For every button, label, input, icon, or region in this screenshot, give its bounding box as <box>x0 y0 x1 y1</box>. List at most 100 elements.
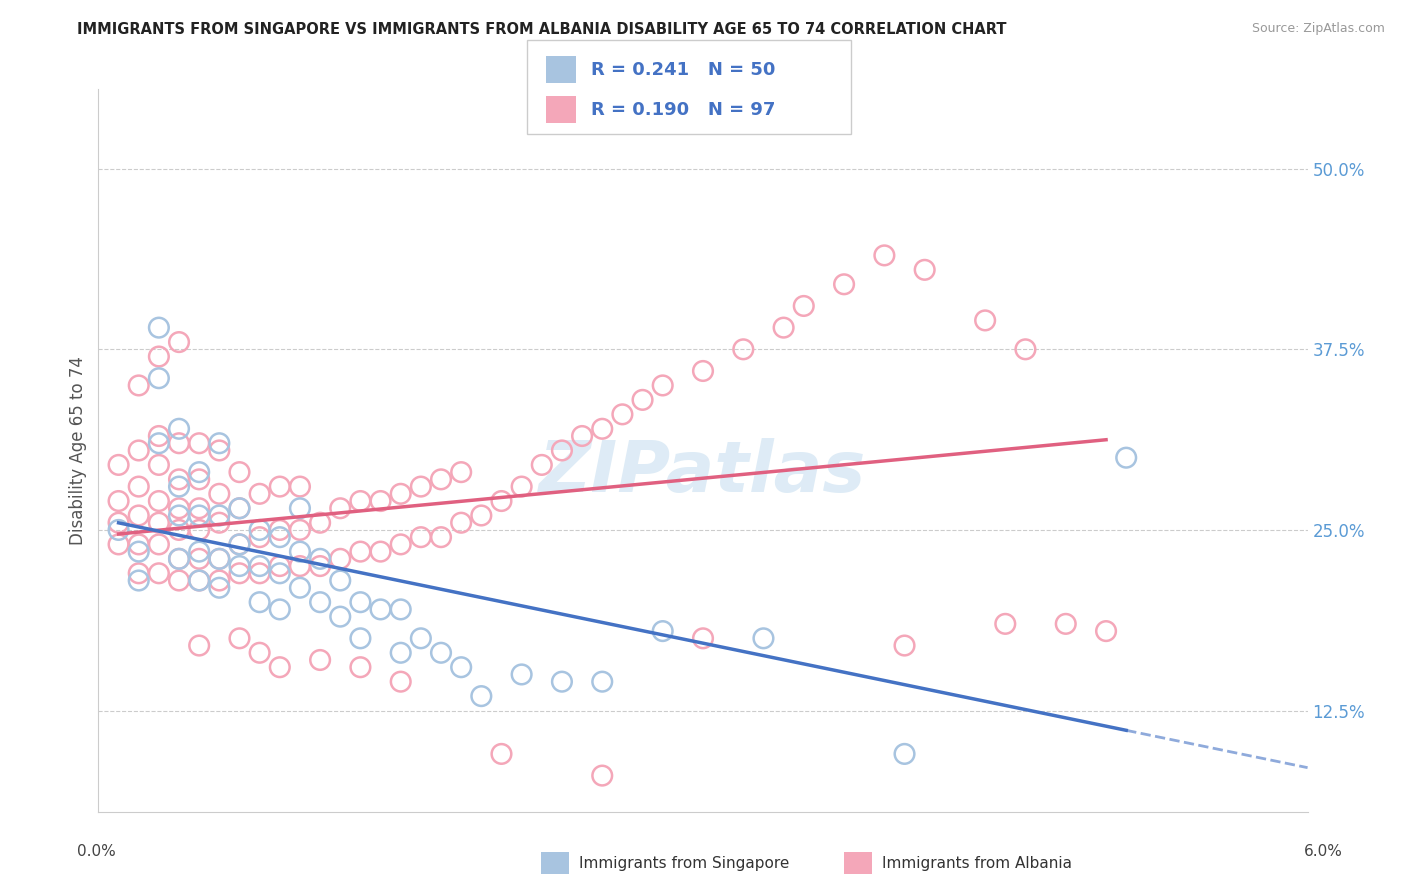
Point <box>208 551 231 566</box>
Point <box>309 559 332 574</box>
Point <box>269 559 291 574</box>
Point <box>288 559 311 574</box>
Point <box>288 479 311 493</box>
Point <box>329 574 352 588</box>
Point <box>370 494 392 508</box>
Point <box>148 371 170 385</box>
Point <box>914 263 936 277</box>
Point <box>491 747 513 761</box>
Point <box>893 639 915 653</box>
Point <box>249 530 271 544</box>
Point <box>349 660 371 674</box>
Point <box>269 602 291 616</box>
Point <box>651 378 673 392</box>
Point <box>148 320 170 334</box>
Point <box>389 674 412 689</box>
Point <box>309 595 332 609</box>
Point <box>551 674 574 689</box>
Point <box>329 609 352 624</box>
Point <box>167 551 190 566</box>
Point <box>167 422 190 436</box>
Point <box>167 551 190 566</box>
Point <box>208 443 231 458</box>
Point <box>873 248 896 262</box>
Point <box>167 334 190 349</box>
Point <box>188 551 211 566</box>
Text: IMMIGRANTS FROM SINGAPORE VS IMMIGRANTS FROM ALBANIA DISABILITY AGE 65 TO 74 COR: IMMIGRANTS FROM SINGAPORE VS IMMIGRANTS … <box>77 22 1007 37</box>
Point <box>128 566 150 581</box>
Point <box>309 516 332 530</box>
Point <box>329 551 352 566</box>
Point <box>249 523 271 537</box>
Point <box>249 595 271 609</box>
Point <box>470 508 492 523</box>
Point <box>269 479 291 493</box>
Point <box>349 595 371 609</box>
Point <box>430 530 453 544</box>
Point <box>430 472 453 486</box>
Text: Source: ZipAtlas.com: Source: ZipAtlas.com <box>1251 22 1385 36</box>
Point <box>631 392 654 407</box>
Point <box>651 624 673 639</box>
Point <box>148 537 170 551</box>
Point <box>188 465 211 479</box>
Point <box>148 429 170 443</box>
Point <box>491 494 513 508</box>
Point <box>450 516 472 530</box>
Point <box>167 523 190 537</box>
Point <box>571 429 593 443</box>
Point <box>370 602 392 616</box>
Point <box>591 674 613 689</box>
Point <box>228 537 250 551</box>
Point <box>249 487 271 501</box>
Point <box>772 320 794 334</box>
Point <box>167 501 190 516</box>
Text: ZIPatlas: ZIPatlas <box>540 438 866 507</box>
Point <box>994 616 1017 631</box>
Point <box>228 566 250 581</box>
Point <box>208 516 231 530</box>
Point <box>450 660 472 674</box>
Point <box>793 299 815 313</box>
Point <box>692 632 714 646</box>
Point <box>288 544 311 558</box>
Point <box>974 313 997 327</box>
Point <box>128 537 150 551</box>
Point <box>551 443 574 458</box>
Point <box>188 639 211 653</box>
Point <box>1115 450 1137 465</box>
Point <box>188 574 211 588</box>
Point <box>148 516 170 530</box>
Point <box>167 479 190 493</box>
Point <box>1054 616 1077 631</box>
Point <box>530 458 553 472</box>
Point <box>188 523 211 537</box>
Point <box>692 364 714 378</box>
Point <box>409 479 432 493</box>
Text: 0.0%: 0.0% <box>77 845 117 859</box>
Point <box>612 407 634 421</box>
Point <box>288 581 311 595</box>
Point <box>208 487 231 501</box>
Point <box>228 537 250 551</box>
Point <box>389 487 412 501</box>
Point <box>228 559 250 574</box>
Point <box>409 530 432 544</box>
Point <box>349 494 371 508</box>
Point <box>470 689 492 703</box>
Point <box>208 574 231 588</box>
Point <box>733 343 755 357</box>
Point <box>893 747 915 761</box>
Text: Immigrants from Albania: Immigrants from Albania <box>882 856 1071 871</box>
Point <box>1095 624 1118 639</box>
Point <box>309 551 332 566</box>
Point <box>389 646 412 660</box>
Text: Immigrants from Singapore: Immigrants from Singapore <box>579 856 790 871</box>
Point <box>269 566 291 581</box>
Point <box>167 436 190 450</box>
Point <box>148 350 170 364</box>
Point <box>430 646 453 660</box>
Point <box>107 494 129 508</box>
Point <box>389 537 412 551</box>
Point <box>167 574 190 588</box>
